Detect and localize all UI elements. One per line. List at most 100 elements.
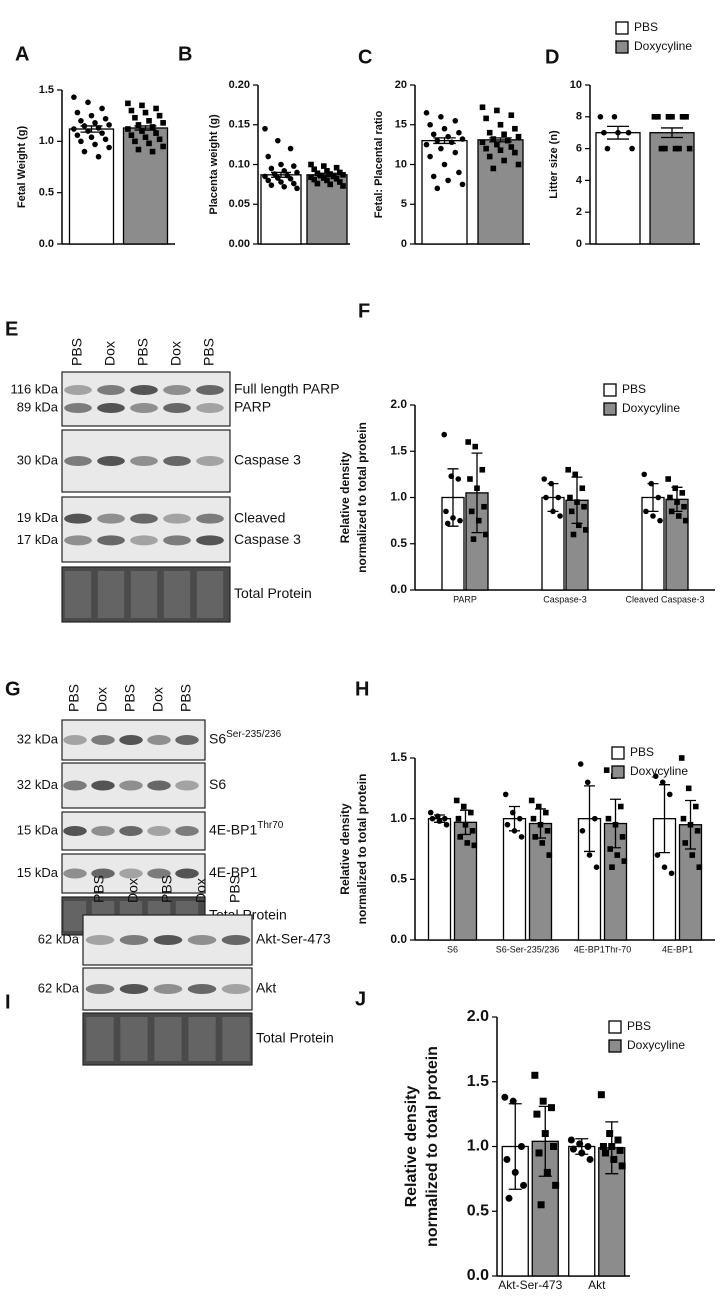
data-point xyxy=(609,864,615,870)
data-point xyxy=(455,476,462,482)
data-point xyxy=(469,828,476,834)
legend-swatch xyxy=(615,40,629,54)
data-point xyxy=(535,1149,543,1157)
data-point xyxy=(468,508,475,515)
data-point xyxy=(470,536,477,542)
data-point xyxy=(578,1149,586,1157)
protein-smear xyxy=(222,1017,250,1061)
data-point xyxy=(655,114,661,120)
error-bar xyxy=(584,785,595,853)
blot-label: Cleaved xyxy=(234,509,285,525)
band xyxy=(175,735,199,745)
bar xyxy=(649,132,695,245)
data-point xyxy=(472,443,479,450)
lane-label: PBS xyxy=(66,684,82,712)
panel-label: D xyxy=(545,46,559,68)
data-point xyxy=(503,1155,511,1163)
blot-label: S6Ser-235/236 xyxy=(209,729,282,747)
data-point xyxy=(650,513,656,519)
data-point xyxy=(508,144,515,150)
data-point xyxy=(160,143,166,150)
data-point xyxy=(679,490,686,496)
data-point xyxy=(531,1071,539,1079)
blot-label: PARP xyxy=(234,399,271,415)
band xyxy=(147,826,171,836)
band xyxy=(163,513,191,524)
x-tick-label: 4E-BP1 xyxy=(662,944,693,954)
data-point xyxy=(643,508,649,515)
x-tick-label: Akt xyxy=(588,1278,606,1292)
data-point xyxy=(668,508,675,515)
data-point xyxy=(528,797,535,804)
panel-label: H xyxy=(355,678,369,700)
legend-swatch xyxy=(611,746,625,760)
data-point xyxy=(509,1097,517,1105)
data-point xyxy=(597,114,604,120)
data-point xyxy=(74,132,81,138)
lane-label: Dox xyxy=(94,687,110,712)
band xyxy=(85,984,115,994)
data-point xyxy=(583,527,589,533)
band xyxy=(97,513,125,524)
band xyxy=(196,385,224,395)
data-point xyxy=(132,138,138,145)
data-point xyxy=(675,513,682,519)
lane-label: PBS xyxy=(135,338,151,366)
data-point xyxy=(502,791,509,798)
band xyxy=(64,535,92,546)
data-point xyxy=(135,122,142,128)
data-point xyxy=(139,102,145,109)
data-point xyxy=(265,153,272,160)
data-point xyxy=(465,439,471,445)
y-tick-label: 10 xyxy=(570,79,582,91)
data-point xyxy=(555,494,562,501)
data-point xyxy=(550,508,556,515)
band xyxy=(175,826,199,836)
band xyxy=(163,385,191,395)
y-tick-label: 1.5 xyxy=(390,443,407,457)
data-point xyxy=(85,99,91,106)
data-point xyxy=(128,132,135,138)
y-tick-label: 1.0 xyxy=(390,811,407,825)
data-point xyxy=(429,815,436,822)
data-point xyxy=(481,503,487,510)
blot-label: S6 xyxy=(209,776,226,792)
kda-marker: 62 kDa xyxy=(38,931,80,946)
error-bar xyxy=(659,784,670,854)
band xyxy=(91,735,115,745)
data-point xyxy=(474,485,480,492)
band xyxy=(130,513,158,524)
y-tick-label: 0.5 xyxy=(390,872,407,886)
band xyxy=(163,535,191,546)
protein-smear xyxy=(130,571,158,618)
data-point xyxy=(511,1168,519,1176)
bar xyxy=(122,127,169,245)
data-point xyxy=(490,165,497,172)
data-point xyxy=(543,1168,551,1176)
data-point xyxy=(443,821,450,828)
x-tick-label: S6 xyxy=(447,944,458,954)
kda-marker: 15 kDa xyxy=(17,822,59,837)
data-point xyxy=(139,128,145,134)
data-point xyxy=(78,138,84,145)
data-point xyxy=(685,785,692,792)
data-point xyxy=(327,181,333,188)
bar xyxy=(427,818,452,941)
data-point xyxy=(586,852,593,858)
kda-marker: 62 kDa xyxy=(38,980,80,995)
data-point xyxy=(467,809,474,816)
data-point xyxy=(443,508,449,515)
band xyxy=(97,456,125,466)
data-point xyxy=(128,107,135,114)
data-point xyxy=(281,168,288,174)
data-point xyxy=(427,809,434,816)
y-tick-label: 0.5 xyxy=(39,187,54,199)
data-point xyxy=(427,121,433,128)
blot-strip xyxy=(61,371,231,427)
band xyxy=(63,735,87,745)
data-point xyxy=(106,122,112,128)
data-point xyxy=(657,517,663,524)
y-tick-label: 0.00 xyxy=(229,238,250,250)
lane-label: PBS xyxy=(178,684,194,712)
data-point xyxy=(142,109,149,116)
